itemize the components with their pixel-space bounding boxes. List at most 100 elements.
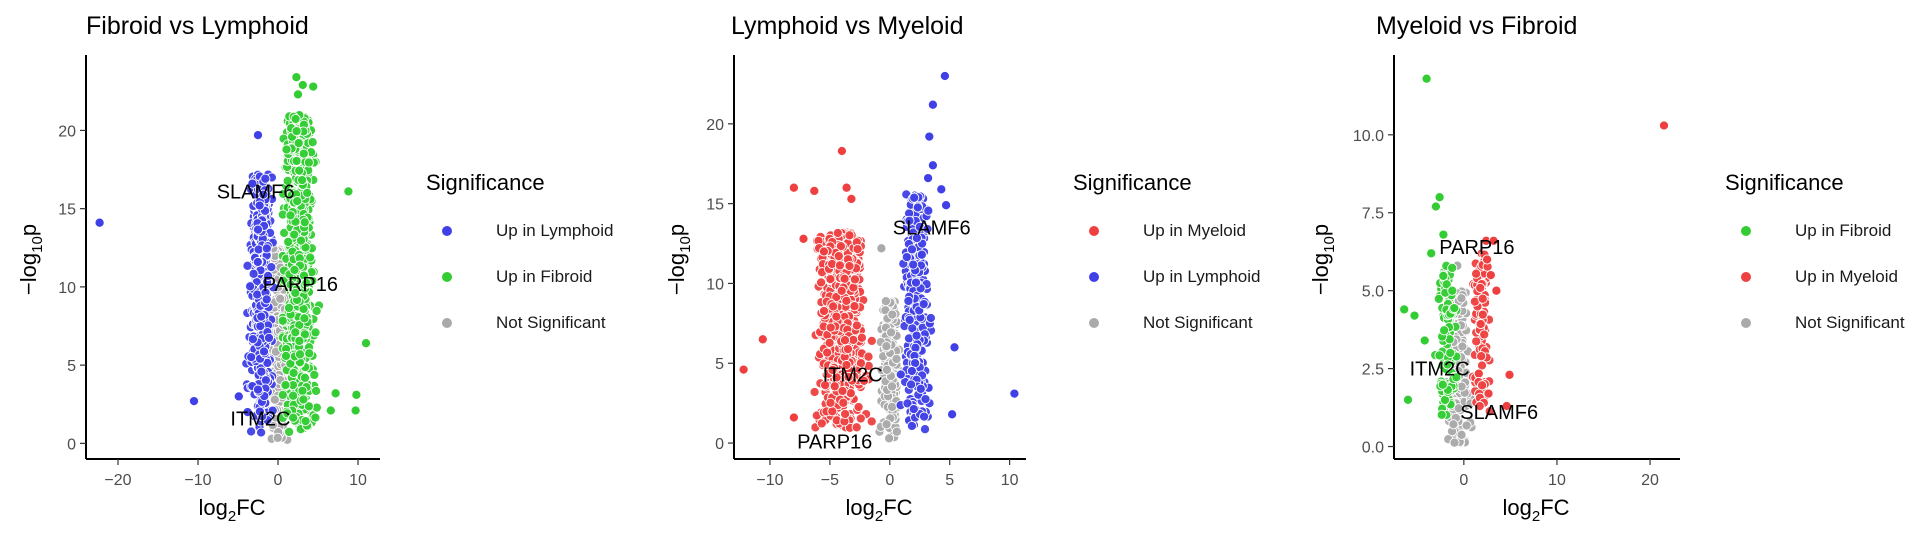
point-up-in-myeloid [844, 230, 855, 241]
point-up-in-fibroid [351, 389, 362, 400]
point-up-in-fibroid [1447, 262, 1458, 273]
point-up-in-lymphoid [908, 259, 919, 270]
legend-swatch-myeloid [1089, 226, 1099, 236]
y-axis-label-part: 10 [1321, 236, 1338, 253]
point-up-in-fibroid [299, 372, 311, 383]
point-not-significant [891, 353, 902, 364]
gene-label: ITM2C [823, 364, 883, 386]
point-up-in-myeloid [846, 193, 857, 204]
point-up-in-fibroid [295, 235, 307, 246]
point-up-in-myeloid [825, 397, 836, 408]
gene-label: SLAMF6 [893, 218, 971, 240]
point-up-in-fibroid [305, 252, 316, 263]
y-axis-label-part: 10 [677, 236, 694, 253]
point-up-in-myeloid [822, 347, 833, 358]
point-not-significant [891, 426, 902, 437]
point-up-in-fibroid [293, 138, 304, 149]
point-up-in-fibroid [298, 148, 309, 159]
point-up-in-myeloid [866, 335, 877, 346]
point-up-in-fibroid [1430, 201, 1441, 212]
point-up-in-fibroid [1438, 270, 1449, 281]
point-up-in-lymphoid [922, 223, 933, 235]
point-up-in-myeloid [1479, 329, 1490, 340]
data-points [1399, 73, 1670, 449]
point-not-significant [275, 293, 286, 304]
point-up-in-fibroid [277, 315, 288, 326]
point-up-in-fibroid [300, 416, 311, 427]
point-up-in-fibroid [282, 175, 293, 186]
point-up-in-myeloid [828, 301, 839, 312]
chart-panel-1: Fibroid vs Lymphoid SLAMF6 PARP16 ITM2C −20 −… [0, 0, 640, 537]
point-up-in-fibroid [303, 157, 314, 168]
point-up-in-myeloid [839, 273, 850, 284]
y-axis-label-part: −log [1308, 253, 1333, 295]
legend-swatch-lymphoid [1089, 272, 1099, 282]
point-up-in-fibroid [302, 187, 313, 198]
point-up-in-lymphoid [256, 427, 267, 438]
x-tick-label: 5 [945, 472, 954, 489]
point-up-in-myeloid [738, 364, 749, 375]
point-up-in-fibroid [310, 412, 321, 423]
point-up-in-fibroid [308, 81, 319, 92]
point-up-in-lymphoid [904, 215, 915, 226]
y-tick-label: 10 [706, 276, 724, 293]
point-up-in-myeloid [1483, 388, 1494, 399]
x-tick-label: 0 [274, 472, 283, 489]
point-up-in-fibroid [307, 137, 318, 148]
point-up-in-myeloid [1477, 380, 1488, 391]
y-tick-label: 20 [58, 123, 76, 140]
point-up-in-fibroid [1449, 303, 1460, 314]
legend-label: Up in Fibroid [496, 267, 593, 286]
point-not-significant [1453, 403, 1464, 414]
point-up-in-lymphoid [245, 281, 256, 292]
point-up-in-myeloid [852, 244, 863, 255]
point-up-in-fibroid [299, 217, 310, 228]
point-not-significant [1456, 293, 1467, 304]
y-axis-label-part: p [16, 224, 41, 236]
chart-panel-2: Lymphoid vs Myeloid SLAMF6 PARP16 ITM2C −10 −… [645, 0, 1285, 537]
point-up-in-lymphoid [260, 173, 271, 184]
point-up-in-fibroid [304, 348, 315, 359]
point-up-in-myeloid [839, 335, 851, 346]
point-up-in-lymphoid [254, 200, 265, 211]
y-tick-label: 0 [715, 436, 724, 453]
point-up-in-lymphoid [906, 365, 917, 377]
point-up-in-lymphoid [252, 130, 264, 141]
gene-label: PARP16 [1439, 237, 1514, 259]
point-up-in-myeloid [1484, 406, 1495, 417]
gene-label: ITM2C [230, 408, 290, 430]
y-tick-label: 10.0 [1353, 128, 1384, 145]
y-axis-label-part: −log [664, 253, 689, 295]
point-up-in-lymphoid [909, 192, 920, 203]
point-up-in-fibroid [1402, 394, 1414, 405]
point-up-in-myeloid [843, 371, 854, 383]
point-up-in-fibroid [1426, 248, 1437, 259]
point-up-in-fibroid [285, 210, 296, 221]
x-axis-label: log2FC [198, 495, 265, 525]
y-axis-label-part: −log [16, 253, 41, 295]
point-up-in-myeloid [818, 305, 830, 317]
point-up-in-lymphoid [923, 173, 934, 184]
gene-label: PARP16 [263, 274, 338, 296]
point-up-in-fibroid [1438, 229, 1449, 240]
point-up-in-lymphoid [258, 346, 270, 357]
point-up-in-fibroid [1399, 304, 1410, 315]
point-up-in-fibroid [291, 126, 302, 137]
point-not-significant [1457, 341, 1468, 352]
point-not-significant [886, 327, 897, 338]
point-up-in-lymphoid [911, 330, 922, 341]
point-up-in-myeloid [856, 332, 867, 343]
point-up-in-fibroid [294, 349, 306, 360]
x-tick-label: −10 [184, 472, 211, 489]
legend-label: Up in Lymphoid [496, 221, 614, 240]
point-up-in-myeloid [848, 282, 859, 293]
y-tick-label: 7.5 [1362, 206, 1384, 223]
legend-title: Significance [426, 170, 545, 195]
point-not-significant [880, 296, 891, 307]
point-up-in-lymphoid [902, 398, 913, 409]
point-up-in-lymphoid [912, 202, 923, 213]
point-up-in-myeloid [818, 246, 829, 257]
point-not-significant [1449, 437, 1460, 448]
point-up-in-fibroid [1447, 285, 1458, 296]
point-up-in-myeloid [1474, 401, 1485, 412]
